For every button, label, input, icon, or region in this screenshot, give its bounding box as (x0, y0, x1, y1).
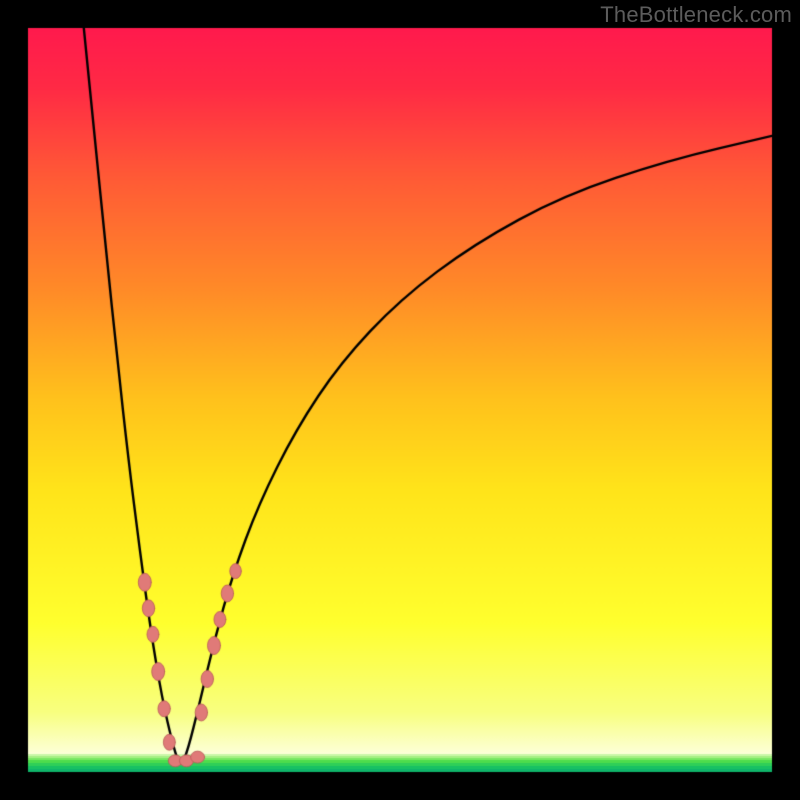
chart-container: TheBottleneck.com (0, 0, 800, 800)
bottleneck-chart-canvas (0, 0, 800, 800)
